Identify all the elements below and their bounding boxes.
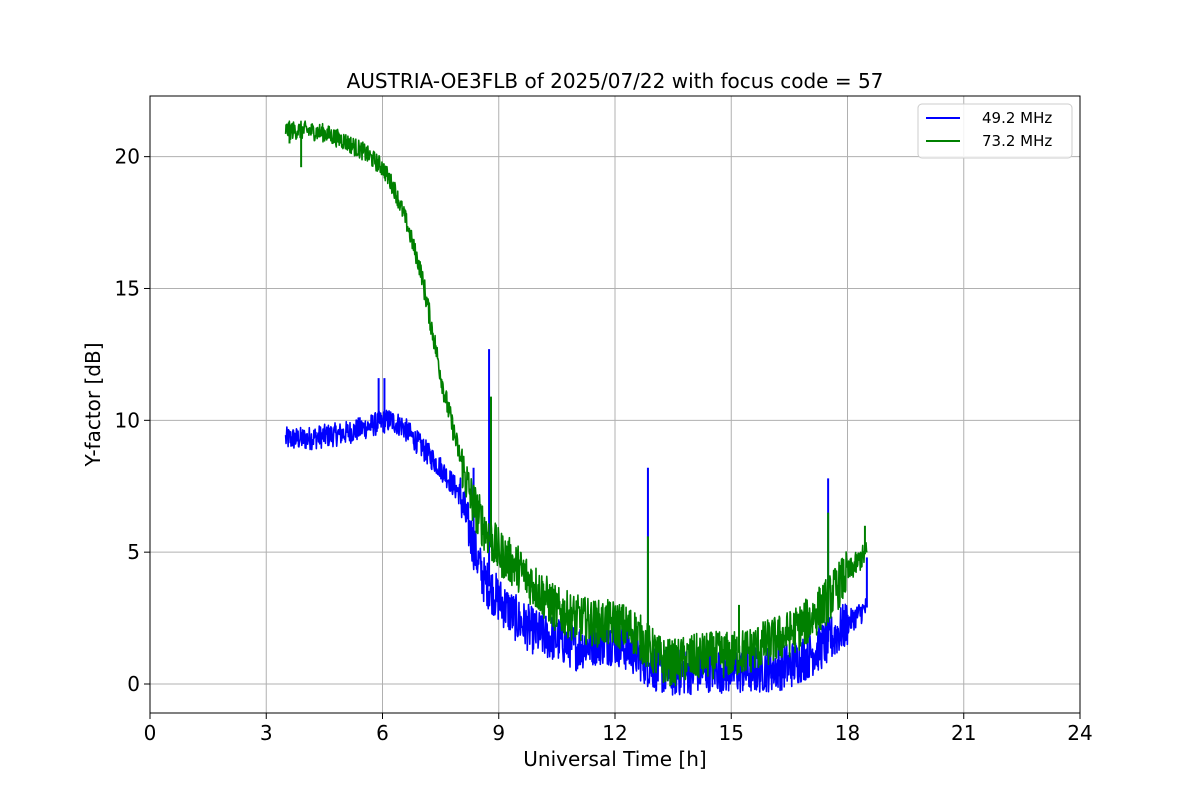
y-tick-label: 0	[127, 672, 140, 696]
x-tick-label: 15	[719, 721, 744, 745]
x-tick-label: 21	[951, 721, 976, 745]
x-axis-label: Universal Time [h]	[523, 747, 706, 771]
x-tick-label: 12	[602, 721, 627, 745]
series-layer	[284, 120, 868, 696]
x-tick-label: 0	[144, 721, 157, 745]
series-line	[284, 120, 868, 687]
x-tick-label: 9	[492, 721, 505, 745]
x-tick-label: 3	[260, 721, 273, 745]
x-tick-label: 6	[376, 721, 389, 745]
x-tick-label: 18	[835, 721, 860, 745]
series-2	[284, 120, 868, 687]
axis-ticks: 0 3 6 9 12 15 18 21 24 0 5 10 15 20	[115, 145, 1093, 745]
legend: 49.2 MHz 73.2 MHz	[917, 103, 1073, 159]
legend-label-series-1: 49.2 MHz	[982, 109, 1052, 127]
y-tick-label: 10	[115, 408, 140, 432]
chart-title: AUSTRIA-OE3FLB of 2025/07/22 with focus …	[347, 69, 884, 93]
y-tick-label: 20	[115, 145, 140, 169]
y-tick-label: 5	[127, 540, 140, 564]
x-tick-label: 24	[1067, 721, 1092, 745]
y-tick-label: 15	[115, 276, 140, 300]
legend-label-series-2: 73.2 MHz	[982, 132, 1052, 150]
y-axis-label: Y-factor [dB]	[81, 342, 105, 467]
